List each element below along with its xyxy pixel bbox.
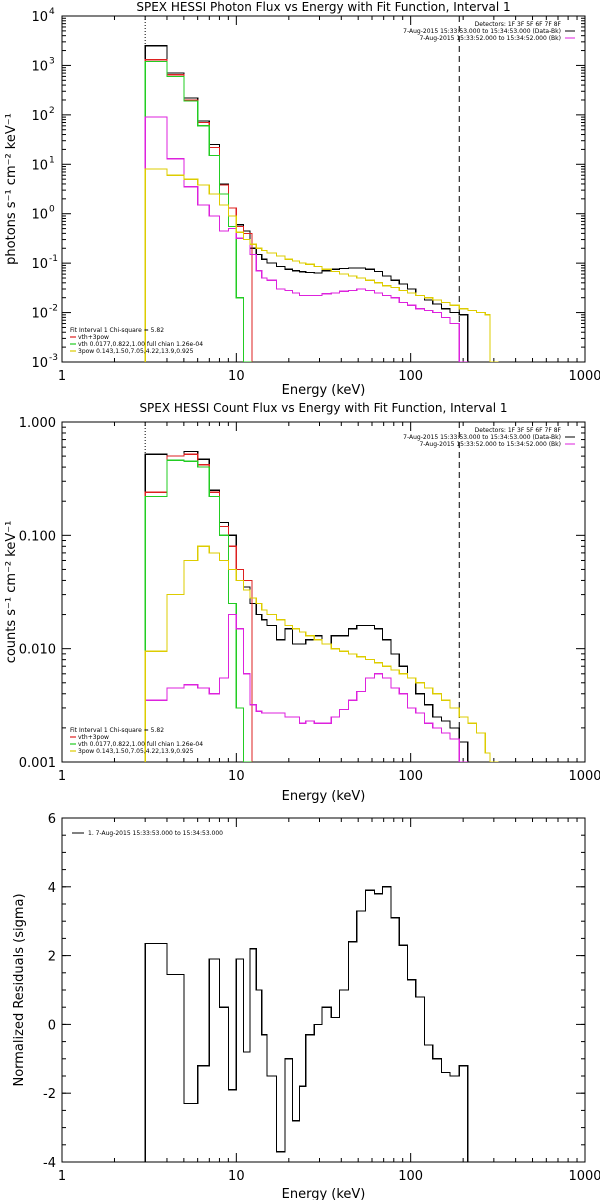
legend-entry: 7-Aug-2015 15:33:52.000 to 15:34:52.000 … (419, 35, 561, 42)
plot-frame (61, 421, 586, 763)
legend-entry: Fit Interval 1 Chi-square = 5.82 (70, 327, 164, 334)
data-series-2 (144, 59, 253, 362)
chart-panel-1: SPEX HESSI Photon Flux vs Energy with Fi… (4, 0, 600, 398)
y-tick-exponent: 1 (49, 155, 55, 165)
data-series-1 (144, 45, 469, 362)
y-tick-label: 0 (48, 1018, 56, 1033)
y-axis-label: photons s⁻¹ cm⁻² keV⁻¹ (4, 113, 19, 265)
x-tick-label: 1 (58, 369, 66, 384)
chart-panel-3: 1 10 100 1000 -4 -2 0 2 4 6 Energy (keV) Normalized… (12, 812, 600, 1200)
y-tick-exponent: 2 (49, 106, 55, 116)
y-tick-label: -2 (43, 1087, 56, 1102)
x-tick-label: 100 (398, 369, 423, 384)
y-tick-exponent: -2 (49, 304, 58, 314)
x-tick-label: 1000 (568, 769, 600, 784)
x-tick-label: 10 (228, 369, 245, 384)
y-tick-label: 0.100 (19, 529, 56, 544)
legend-entry: 7-Aug-2015 15:33:52.000 to 15:34:52.000 … (419, 441, 561, 448)
plot-frame (61, 817, 586, 1163)
x-tick-label: 1 (58, 769, 66, 784)
y-tick-label: 10 (31, 158, 48, 173)
x-tick-label: 1000 (568, 1169, 600, 1184)
y-tick-label: 6 (48, 812, 56, 827)
y-tick-exponent: -3 (49, 353, 58, 363)
legend-entry: vth+3pow (78, 734, 109, 741)
y-tick-label: 10 (31, 208, 48, 223)
x-tick-label: 1000 (568, 369, 600, 384)
y-tick-label: 1.000 (19, 416, 56, 431)
y-tick-exponent: 4 (49, 7, 55, 17)
y-tick-exponent: 0 (49, 205, 55, 215)
data-series-5 (144, 545, 499, 762)
legend-entry: 3pow 0.143,1.50,7.05,4.22,13.9,0.925 (78, 348, 194, 355)
y-tick-exponent: 3 (49, 56, 55, 66)
x-axis-label: Energy (keV) (282, 383, 366, 398)
legend-entry: 1. 7-Aug-2015 15:33:53.000 to 15:34:53.0… (88, 830, 223, 837)
chart-title: SPEX HESSI Photon Flux vs Energy with Fi… (136, 0, 510, 14)
y-tick-label: -4 (43, 1156, 56, 1171)
legend-entry: vth+3pow (78, 334, 109, 341)
y-tick-label: 10 (31, 109, 48, 124)
data-series-3 (144, 60, 253, 362)
y-tick-label: 2 (48, 950, 56, 965)
y-tick-label: 0.001 (19, 756, 56, 771)
legend-entry: vth 0.0177,0.822,1.00 full chian 1.26e-0… (78, 741, 203, 748)
data-series-5 (144, 168, 499, 362)
legend-entry: 7-Aug-2015 15:33:53.000 to 15:34:53.000 … (403, 28, 561, 35)
legend-entry: 3pow 0.143,1.50,7.05,4.22,13.9,0.925 (78, 748, 194, 755)
y-tick-label: 10 (31, 10, 48, 25)
x-tick-label: 100 (398, 769, 423, 784)
x-tick-label: 1 (58, 1169, 66, 1184)
data-series-3 (144, 459, 253, 762)
chart-panel-2: SPEX HESSI Count Flux vs Energy with Fit… (4, 401, 600, 804)
y-tick-label: 10 (31, 59, 48, 74)
x-tick-label: 10 (228, 1169, 245, 1184)
y-tick-label: 10 (31, 307, 48, 322)
y-tick-label: 10 (31, 356, 48, 371)
data-series-1 (144, 450, 469, 762)
x-axis-label: Energy (keV) (282, 1187, 366, 1200)
legend-entry: vth 0.0177,0.822,1.00 full chian 1.26e-0… (78, 341, 203, 348)
legend-entry: Detectors: 1F 3F 5F 6F 7F 8F (475, 427, 562, 434)
y-tick-label: 10 (31, 257, 48, 272)
plot-frame (61, 15, 586, 363)
data-series-2 (144, 453, 253, 762)
data-series-4 (144, 613, 468, 762)
legend-entry: 7-Aug-2015 15:33:53.000 to 15:34:53.000 … (403, 434, 561, 441)
y-tick-label: 4 (48, 881, 56, 896)
y-tick-label: 0.010 (19, 643, 56, 658)
data-series-4 (144, 116, 468, 362)
data-series-1 (144, 886, 469, 1162)
x-tick-label: 10 (228, 769, 245, 784)
y-axis-label: Normalized Residuals (sigma) (12, 893, 27, 1086)
legend-entry: Detectors: 1F 3F 5F 6F 7F 8F (475, 21, 562, 28)
y-tick-exponent: -1 (49, 254, 58, 264)
y-axis-label: counts s⁻¹ cm⁻² keV⁻¹ (4, 521, 19, 664)
x-axis-label: Energy (keV) (282, 789, 366, 804)
chart-title: SPEX HESSI Count Flux vs Energy with Fit… (139, 401, 507, 415)
x-tick-label: 100 (398, 1169, 423, 1184)
legend-entry: Fit Interval 1 Chi-square = 5.82 (70, 727, 164, 734)
